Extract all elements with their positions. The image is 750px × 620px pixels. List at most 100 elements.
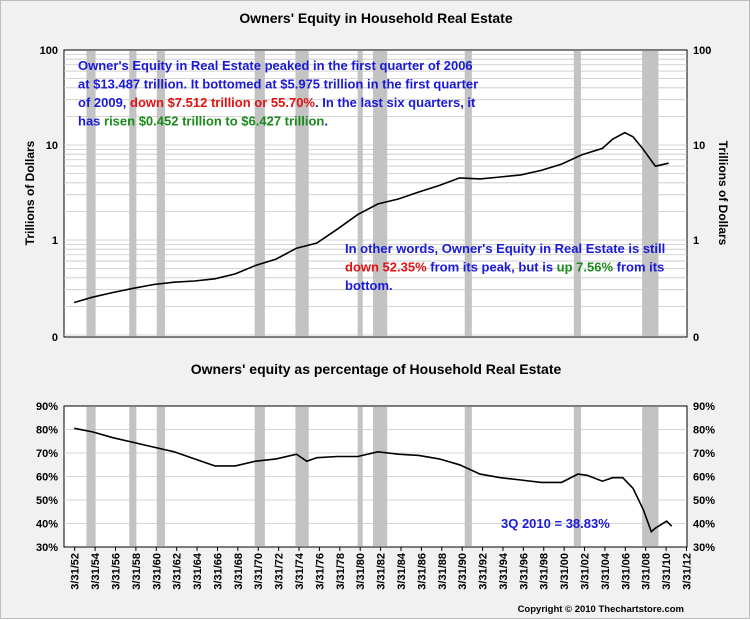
bottom-recession-bar <box>464 407 472 546</box>
top-y-tick-label-right: 100 <box>693 45 711 57</box>
x-tick-label: 3/31/78 <box>335 553 347 590</box>
bottom-y-tick-label-right: 50% <box>693 495 715 507</box>
bottom-y-tick-label-right: 40% <box>693 519 715 531</box>
top-y-tick-label-right: 0 <box>693 332 699 344</box>
top-series-line <box>73 131 669 304</box>
annotation-line: of 2009, down $7.512 trillion or 55.70%.… <box>78 95 476 110</box>
bottom-y-tick-label-left: 50% <box>36 495 58 507</box>
x-tick-label: 3/31/06 <box>620 553 632 590</box>
bottom-y-tick-label-right: 30% <box>693 542 715 554</box>
annotation-line: In other words, Owner's Equity in Real E… <box>345 241 665 256</box>
top-chart-title: Owners' Equity in Household Real Estate <box>239 10 512 26</box>
x-tick-label: 3/31/92 <box>478 553 490 590</box>
x-tick-label: 3/31/54 <box>90 552 102 590</box>
bottom-recession-bar <box>642 407 659 546</box>
x-tick-label: 3/31/10 <box>661 553 673 590</box>
bottom-annotations: 3Q 2010 = 38.83% <box>501 516 610 531</box>
x-tick-label: 3/31/52 <box>70 553 82 590</box>
x-tick-label: 3/31/74 <box>294 552 306 590</box>
bottom-recession-bars <box>86 407 659 546</box>
x-tick-label: 3/31/86 <box>416 553 428 590</box>
top-y-tick-label-left: 1 <box>52 235 58 247</box>
annotation-line: at $13.487 trillion. It bottomed at $5.9… <box>78 77 478 92</box>
bottom-y-tick-label-right: 60% <box>693 472 715 484</box>
top-recession-bar <box>86 51 96 336</box>
annotation-segment: bottom. <box>345 278 393 293</box>
x-tick-labels: 3/31/52 3/31/54 3/31/56 3/31/58 3/31/60 3/31/… <box>70 547 693 590</box>
bottom-y-tick-label-right: 80% <box>693 425 715 437</box>
top-y-tick-label-left: 10 <box>46 140 58 152</box>
top-recession-bar <box>642 51 659 336</box>
top-recession-bar <box>464 51 472 336</box>
annotation-line: down 52.35% from its peak, but is up 7.5… <box>345 260 664 275</box>
top-recession-bar <box>254 51 265 336</box>
x-tick-label: 3/31/84 <box>396 552 408 590</box>
x-tick-label: 3/31/00 <box>559 553 571 590</box>
top-y-tick-label-left: 0 <box>52 332 58 344</box>
x-tick-label: 3/31/72 <box>274 553 286 590</box>
annotation-segment: In other words, Owner's Equity in Real E… <box>345 241 665 256</box>
bottom-recession-bar <box>156 407 165 546</box>
top-recession-bar <box>372 51 388 336</box>
annotation-segment: has <box>78 114 104 129</box>
top-recession-bar <box>295 51 309 336</box>
x-tick-label: 3/31/82 <box>376 553 388 590</box>
x-tick-label: 3/31/12 <box>681 553 693 590</box>
x-tick-label: 3/31/58 <box>131 553 143 590</box>
bottom-recession-bar <box>357 407 363 546</box>
top-y-tick-label-left: 100 <box>40 45 58 57</box>
annotation-segment: of 2009, <box>78 95 130 110</box>
bottom-recession-bar <box>129 407 137 546</box>
annotation-latest: 3Q 2010 = 38.83% <box>501 516 610 531</box>
bottom-recession-bar <box>573 407 581 546</box>
annotation-segment: . In the last six quarters, it <box>315 95 476 110</box>
annotation-segment: up 7.56% <box>557 260 614 275</box>
x-tick-label: 3/31/90 <box>457 553 469 590</box>
top-y-axis-label-left: Trillions of Dollars <box>23 140 37 245</box>
x-tick-label: 3/31/02 <box>580 553 592 590</box>
annotation-line: has risen $0.452 trillion to $6.427 tril… <box>78 114 328 129</box>
annotation-segment: risen $0.452 trillion to $6.427 trillion <box>104 114 324 129</box>
bottom-chart-title: Owners' equity as percentage of Househol… <box>191 361 562 377</box>
annotation-segment: from its <box>613 260 664 275</box>
bottom-y-tick-labels: 90% 90% 80% 80% 70% 70% 60% 60% 50% 50% 40% 40% 30% 3… <box>36 401 715 554</box>
annotation-line: 3Q 2010 = 38.83% <box>501 516 610 531</box>
bottom-y-tick-label-left: 80% <box>36 425 58 437</box>
annotation-line: Owner's Equity in Real Estate peaked in … <box>78 58 473 73</box>
x-tick-label: 3/31/98 <box>539 553 551 590</box>
top-y-axis-label-right: Trillions of Dollars <box>716 141 730 246</box>
x-tick-label: 3/31/68 <box>233 553 245 590</box>
top-recession-bar <box>156 51 165 336</box>
top-y-tick-label-right: 1 <box>693 235 699 247</box>
annotation-segment: 3Q 2010 = 38.83% <box>501 516 610 531</box>
bottom-y-tick-label-left: 70% <box>36 448 58 460</box>
bottom-recession-bar <box>295 407 309 546</box>
bottom-recession-bar <box>372 407 388 546</box>
top-recession-bar <box>573 51 581 336</box>
bottom-y-tick-label-left: 60% <box>36 472 58 484</box>
top-y-tick-label-right: 10 <box>693 140 705 152</box>
annotation-line: bottom. <box>345 278 393 293</box>
bottom-y-tick-label-right: 70% <box>693 448 715 460</box>
annotation-segment: at $13.487 trillion. It bottomed at $5.9… <box>78 77 478 92</box>
annotation-segment: Owner's Equity in Real Estate peaked in … <box>78 58 473 73</box>
top-recession-bars <box>86 51 659 336</box>
top-annotations: Owner's Equity in Real Estate peaked in … <box>78 58 665 293</box>
x-tick-label: 3/31/64 <box>192 552 204 590</box>
top-recession-bar <box>357 51 363 336</box>
annotation-segment: down 52.35% <box>345 260 427 275</box>
bottom-series-line <box>74 427 673 534</box>
x-tick-label: 3/31/04 <box>600 552 612 590</box>
x-tick-label: 3/31/62 <box>172 553 184 590</box>
x-tick-label: 3/31/96 <box>518 553 530 590</box>
x-tick-label: 3/31/60 <box>151 553 163 590</box>
x-tick-label: 3/31/80 <box>355 553 367 590</box>
bottom-recession-bar <box>86 407 96 546</box>
copyright-notice: Copyright © 2010 Thechartstore.com <box>518 604 684 615</box>
x-tick-label: 3/31/76 <box>314 553 326 590</box>
x-tick-label: 3/31/08 <box>641 553 653 590</box>
x-tick-label: 3/31/56 <box>110 553 122 590</box>
